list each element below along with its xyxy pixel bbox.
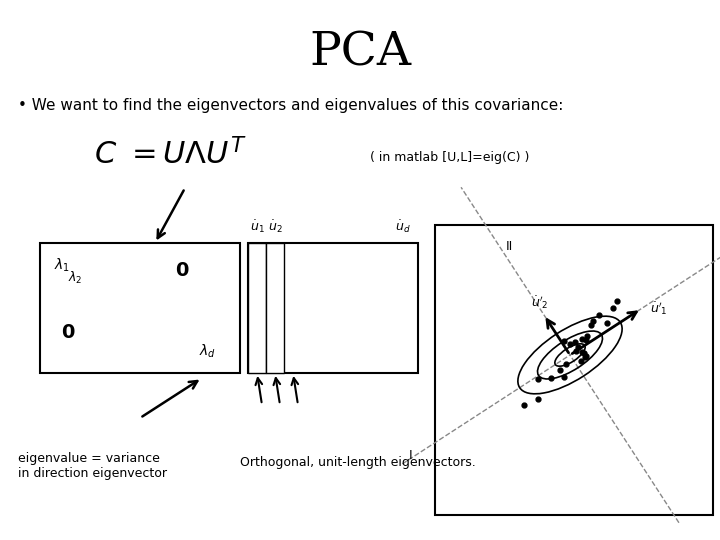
Text: • We want to find the eigenvectors and eigenvalues of this covariance:: • We want to find the eigenvectors and e… <box>18 98 563 113</box>
Text: II: II <box>506 240 513 253</box>
Text: $\lambda_2$: $\lambda_2$ <box>68 270 82 286</box>
Bar <box>40 243 240 373</box>
Text: Orthogonal, unit-length eigenvectors.: Orthogonal, unit-length eigenvectors. <box>240 456 476 469</box>
Text: ( in matlab [U,L]=eig(C) ): ( in matlab [U,L]=eig(C) ) <box>370 152 529 165</box>
Bar <box>435 225 713 515</box>
Text: $\dot{u}'_1$: $\dot{u}'_1$ <box>650 300 668 317</box>
Text: $\lambda_d$: $\lambda_d$ <box>199 342 217 360</box>
Text: PCA: PCA <box>309 30 411 75</box>
Text: $\lambda_1$: $\lambda_1$ <box>54 256 70 274</box>
Text: eigenvalue = variance
in direction eigenvector: eigenvalue = variance in direction eigen… <box>18 452 167 480</box>
Bar <box>266 243 284 373</box>
Text: $\mathbf{0}$: $\mathbf{0}$ <box>60 323 76 342</box>
Text: $\mathbf{0}$: $\mathbf{0}$ <box>175 261 189 280</box>
Bar <box>248 243 266 373</box>
Text: $\dot{u}_1$: $\dot{u}_1$ <box>250 218 264 235</box>
Bar <box>248 243 418 373</box>
Text: $\it{C}\ =\it{U}\Lambda \it{U}^T$: $\it{C}\ =\it{U}\Lambda \it{U}^T$ <box>94 139 246 171</box>
Text: I: I <box>408 449 412 462</box>
Text: $\dot{u}'_2$: $\dot{u}'_2$ <box>531 294 549 311</box>
Text: $\dot{u}_2$: $\dot{u}_2$ <box>268 218 282 235</box>
Text: $\dot{u}_d$: $\dot{u}_d$ <box>395 218 411 235</box>
